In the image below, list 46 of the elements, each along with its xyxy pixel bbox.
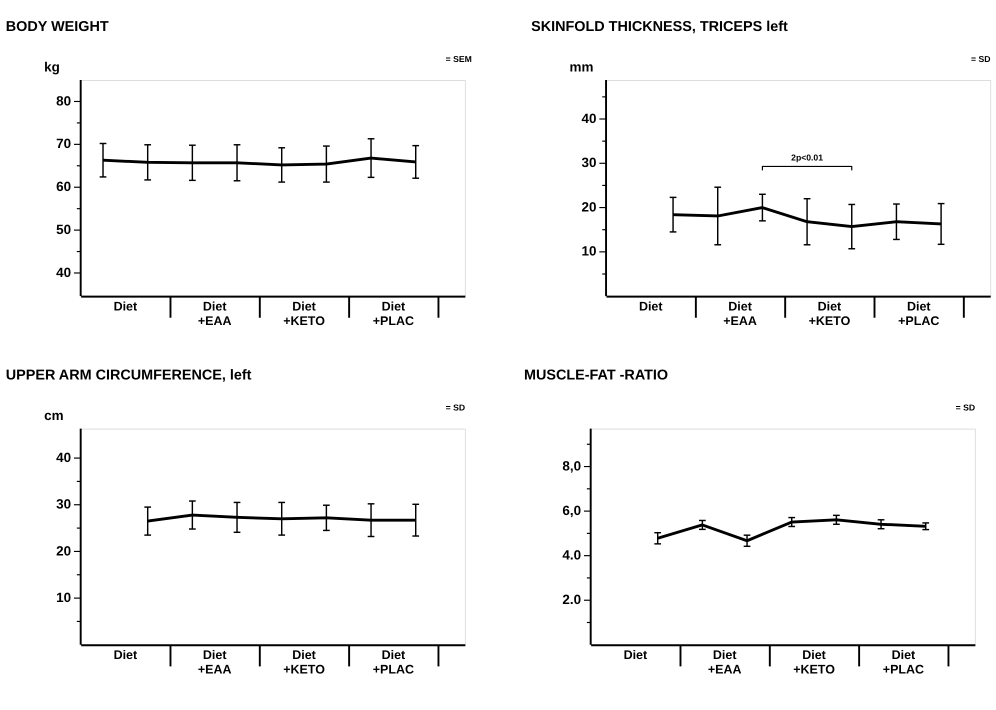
text: Diet +EAA xyxy=(708,648,742,677)
text: Diet +PLAC xyxy=(882,648,924,677)
y-tick-label: 2.0 xyxy=(562,592,582,608)
y-tick-label: 30 xyxy=(56,496,72,512)
chart-title: MUSCLE-FAT -RATIO xyxy=(524,368,668,384)
y-tick-label: 6,0 xyxy=(562,502,582,518)
text: = SD xyxy=(446,402,466,412)
y-tick-label: 30 xyxy=(581,155,596,170)
text: Diet xyxy=(624,648,648,662)
y-tick-label: 8,0 xyxy=(562,458,582,474)
y-tick-label: 60 xyxy=(56,179,72,194)
text: = SD xyxy=(971,54,990,64)
y-axis-title: cm xyxy=(44,408,64,424)
annotation: 2p<0.01 xyxy=(791,152,824,163)
chart-title: UPPER ARM CIRCUMFERENCE, left xyxy=(6,368,252,384)
text: Diet +KETO xyxy=(808,300,851,328)
y-tick-label: 10 xyxy=(56,590,72,605)
y-tick-label: 70 xyxy=(56,136,72,152)
text: Diet +KETO xyxy=(283,648,326,677)
text: Diet +PLAC xyxy=(372,300,414,328)
text: Diet xyxy=(114,648,138,662)
text: = SD xyxy=(956,402,976,412)
y-tick-label: 40 xyxy=(56,450,72,465)
text: Diet xyxy=(638,300,663,314)
y-tick-label: 10 xyxy=(581,244,596,259)
y-tick-label: 20 xyxy=(56,543,72,558)
text: Diet +EAA xyxy=(198,648,232,677)
text: = SEM xyxy=(446,54,472,64)
y-axis-title: mm xyxy=(570,59,594,74)
text: Diet +KETO xyxy=(793,648,836,677)
text: Diet +PLAC xyxy=(898,300,940,328)
y-tick-label: 40 xyxy=(56,264,72,280)
y-axis-title: kg xyxy=(44,59,60,74)
text: Diet +EAA xyxy=(723,300,757,328)
chart-title: BODY WEIGHT xyxy=(6,19,109,36)
y-tick-label: 80 xyxy=(56,93,72,108)
line-series xyxy=(656,518,928,542)
text: Diet +EAA xyxy=(198,300,232,328)
y-tick-label: 40 xyxy=(581,110,596,126)
y-tick-label: 20 xyxy=(581,199,596,214)
y-tick-label: 4.0 xyxy=(562,548,582,563)
text: Diet +PLAC xyxy=(372,648,414,677)
y-tick-label: 50 xyxy=(56,222,72,237)
text: Diet xyxy=(114,300,138,314)
chart-title: SKINFOLD THICKNESS, TRICEPS left xyxy=(531,19,788,36)
text: Diet +KETO xyxy=(283,300,326,328)
